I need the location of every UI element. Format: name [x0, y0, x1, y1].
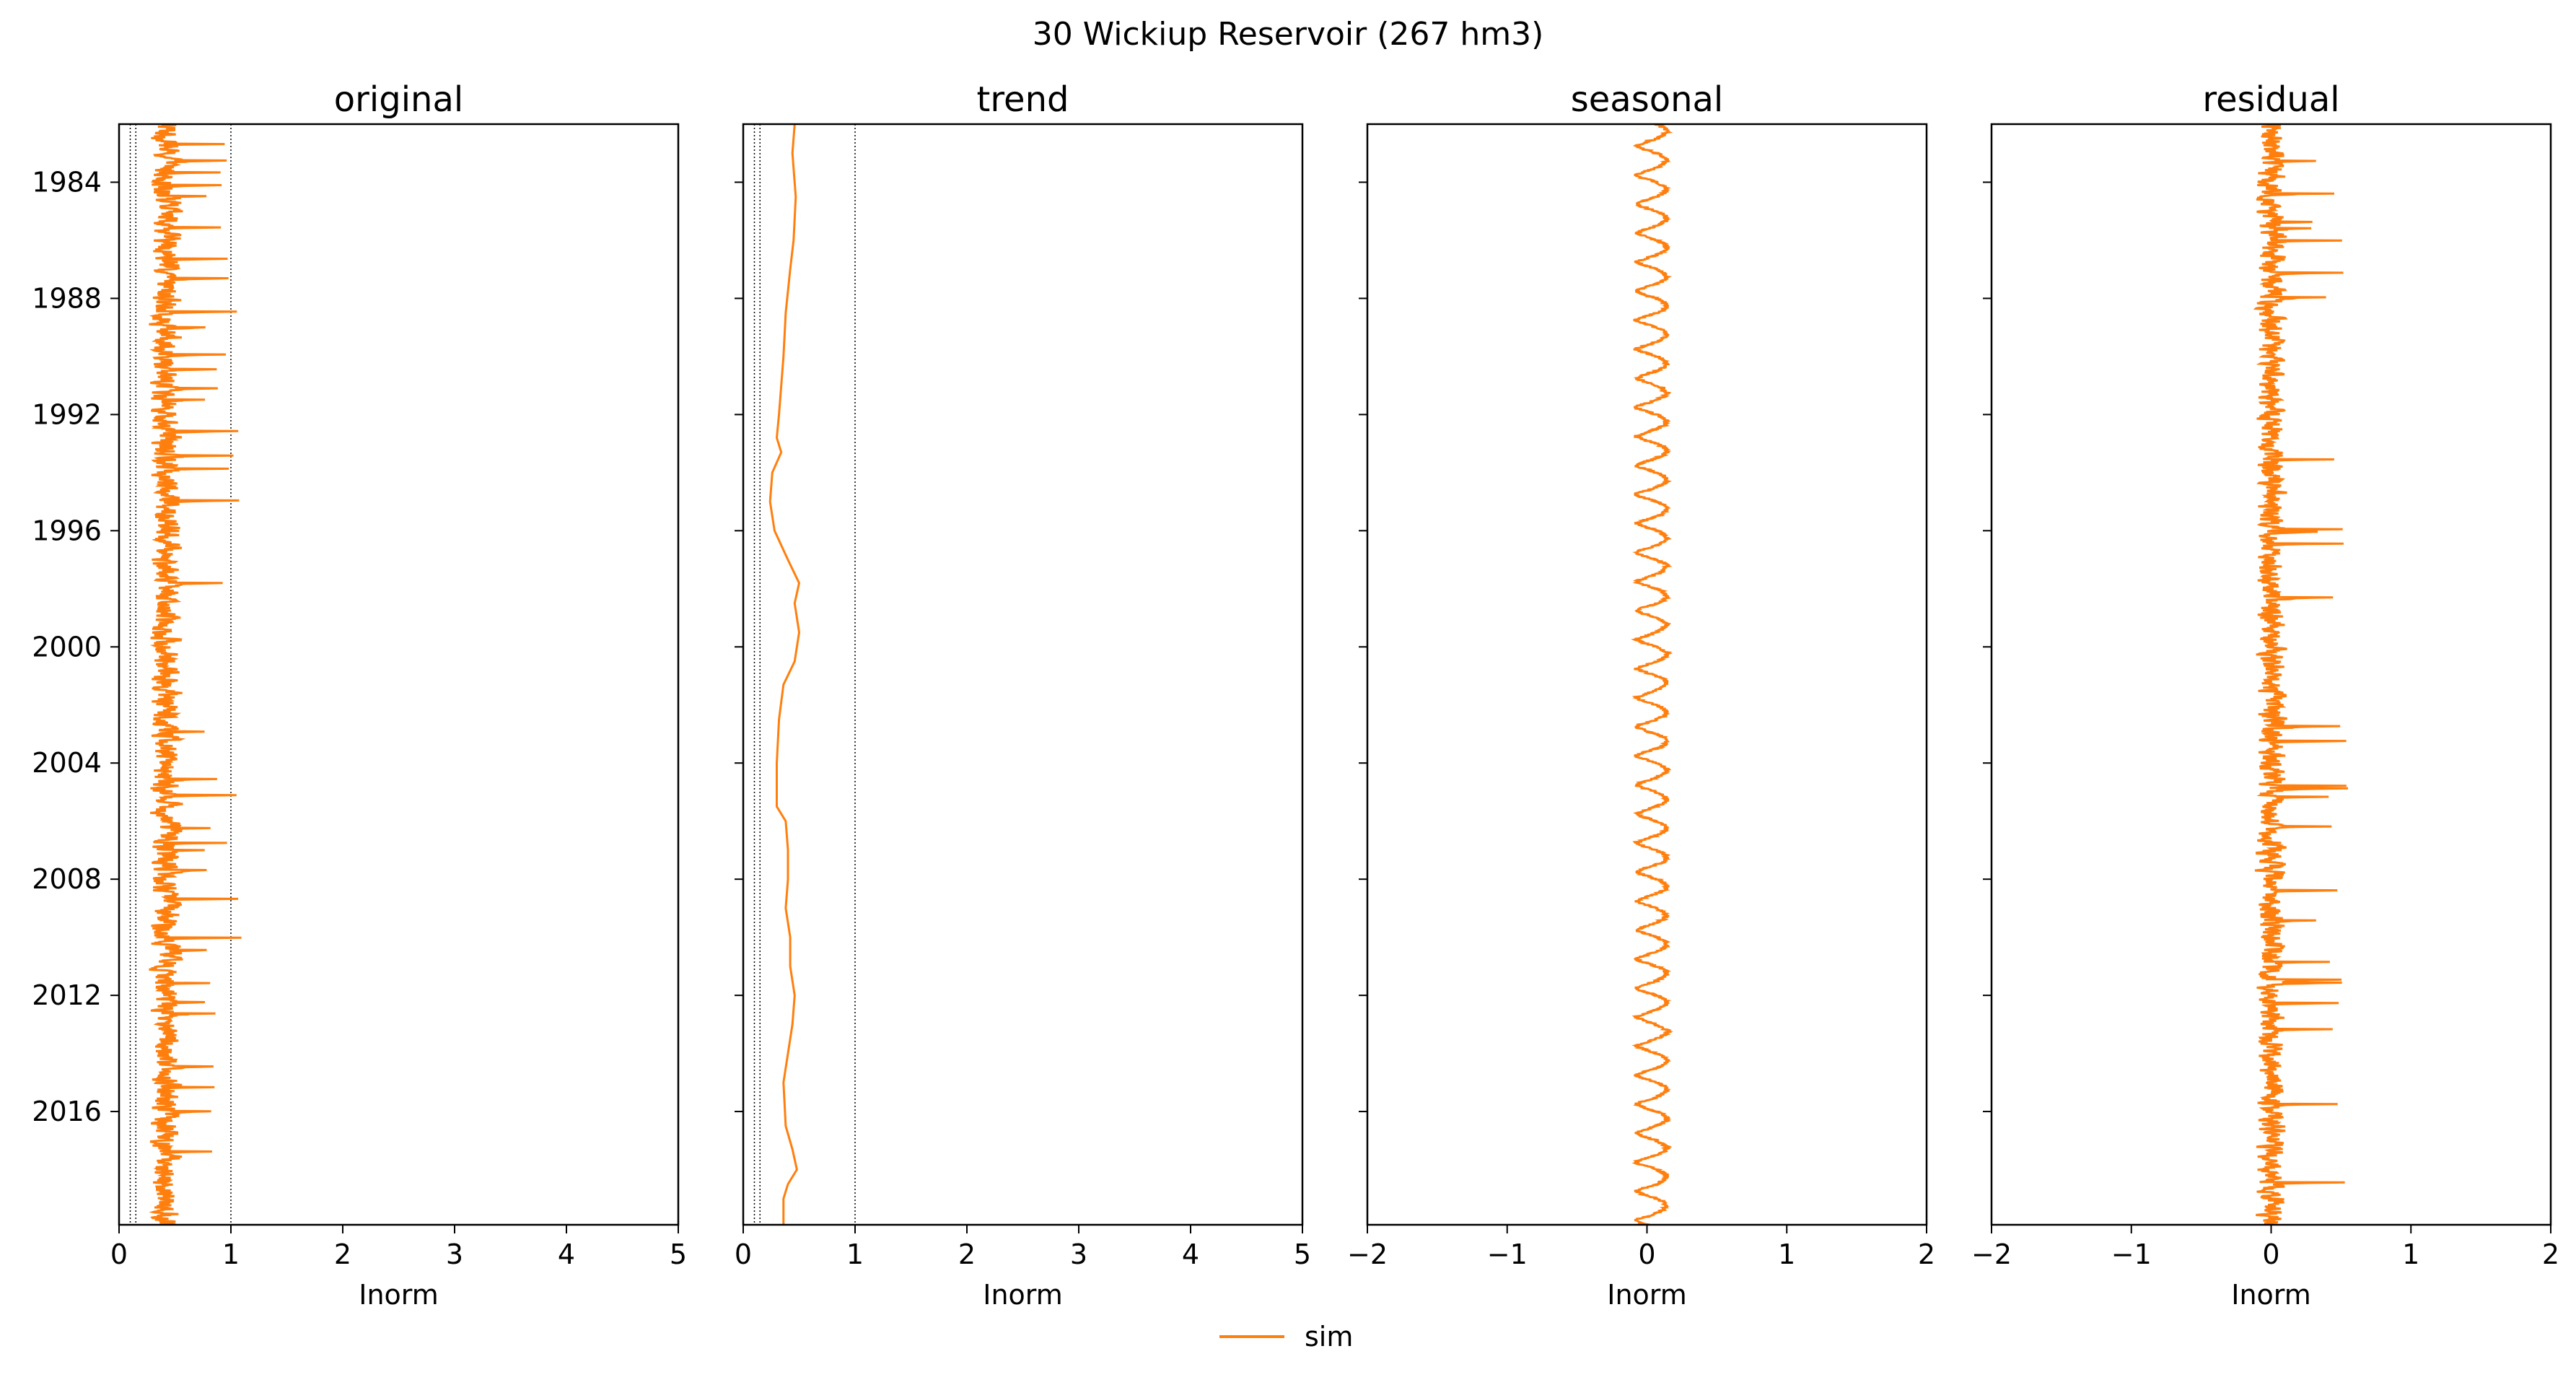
x-tick-label: −1 [1487, 1238, 1528, 1270]
y-tick-label: 2000 [32, 631, 102, 663]
x-tick-label: 4 [558, 1238, 575, 1270]
series-line-sim [149, 124, 242, 1225]
x-tick-label: 5 [1294, 1238, 1311, 1270]
x-tick-label: 0 [110, 1238, 128, 1270]
x-tick-label: 2 [958, 1238, 976, 1270]
x-tick-label: 3 [1070, 1238, 1087, 1270]
panel-trend: trend 0 1 2 3 4 5 Inorm [735, 79, 1311, 1311]
series-line-sim [768, 124, 801, 1225]
panel-title: seasonal [1571, 79, 1724, 120]
x-axis-label: Inorm [2231, 1279, 2311, 1311]
x-tick-label: 2 [1918, 1238, 1935, 1270]
x-tick-label: 1 [846, 1238, 864, 1270]
panel-title: residual [2202, 79, 2339, 120]
panel-residual: residual −2 −1 0 1 2 Inorm [1971, 79, 2559, 1311]
axes-frame [118, 123, 680, 1226]
x-tick-label: −1 [2111, 1238, 2152, 1270]
x-tick-label: 5 [670, 1238, 687, 1270]
y-tick-label: 2004 [32, 747, 102, 779]
x-tick-label: 2 [2542, 1238, 2559, 1270]
panel-seasonal: seasonal −2 −1 0 1 2 Inorm [1347, 79, 1935, 1311]
x-tick-label: 1 [1778, 1238, 1795, 1270]
figure-title: 30 Wickiup Reservoir (267 hm3) [1033, 16, 1544, 53]
y-tick-label: 1996 [32, 515, 102, 546]
y-tick-label: 1988 [32, 282, 102, 314]
y-tick-label: 2008 [32, 863, 102, 895]
y-tick-label: 2012 [32, 979, 102, 1011]
legend: sim [1219, 1321, 1353, 1353]
x-tick-label: 3 [446, 1238, 463, 1270]
legend-label: sim [1305, 1321, 1353, 1353]
x-axis-label: Inorm [1607, 1279, 1687, 1311]
x-tick-label: 0 [1638, 1238, 1655, 1270]
y-tick-label: 1984 [32, 166, 102, 198]
x-axis-label: Inorm [359, 1279, 439, 1311]
panel-original: original 0 1 2 3 4 5 Inorm 1984 1988 1992 1996 2000 2… [32, 79, 687, 1311]
x-tick-label: −2 [1971, 1238, 2012, 1270]
x-tick-label: 0 [2262, 1238, 2279, 1270]
x-tick-label: 1 [2402, 1238, 2419, 1270]
panel-title: original [334, 79, 463, 120]
x-axis-label: Inorm [983, 1279, 1063, 1311]
panel-title: trend [977, 79, 1069, 120]
x-tick-label: 2 [334, 1238, 351, 1270]
x-tick-label: 1 [222, 1238, 240, 1270]
series-line-sim [1631, 124, 1674, 1225]
y-tick-label: 2016 [32, 1096, 102, 1127]
x-tick-label: 4 [1182, 1238, 1199, 1270]
y-tick-label: 1992 [32, 398, 102, 430]
series-line-sim [2253, 124, 2349, 1225]
axes-frame [742, 123, 1304, 1226]
x-tick-label: −2 [1347, 1238, 1388, 1270]
x-tick-label: 0 [735, 1238, 752, 1270]
